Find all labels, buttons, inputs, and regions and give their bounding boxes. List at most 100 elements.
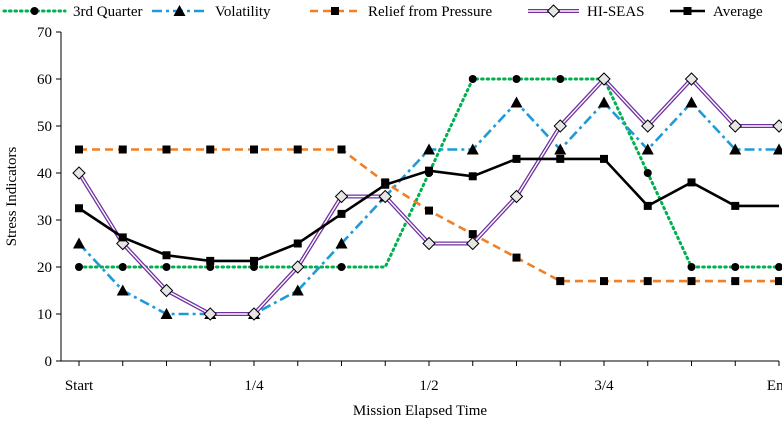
legend-label: Average [713,4,763,20]
data-point [775,263,782,271]
legend-label: 3rd Quarter [73,4,143,20]
data-point [75,204,83,213]
x-tick-label: Start [65,378,94,394]
y-tick-label: 10 [37,307,52,323]
data-point [510,96,523,108]
data-point [775,277,782,286]
data-point [160,308,173,319]
legend-item: Relief from Pressure [310,4,492,20]
data-point [73,237,85,249]
y-axis-title: Stress Indicators [4,147,20,247]
data-point [206,263,215,271]
data-point [556,75,565,83]
legend: 3rd Quarter Volatility Relief from Pressur… [2,4,763,20]
data-point [687,277,696,286]
data-point [337,263,346,271]
data-point [512,75,521,83]
legend-marker [173,5,186,16]
legend-label: Relief from Pressure [368,4,492,20]
data-point [684,72,699,86]
y-tick-label: 70 [37,25,52,41]
data-point [116,284,129,296]
x-tick-label: End [767,378,782,394]
x-tick-label: 1/2 [419,378,438,394]
data-point [466,236,480,251]
data-point [468,230,477,239]
data-point [687,178,696,187]
data-point [773,143,782,155]
y-tick-label: 30 [37,213,52,229]
legend-marker [30,7,39,15]
data-point [553,119,567,133]
data-point [728,119,742,133]
data-point [641,119,655,133]
legend-marker [331,7,339,15]
data-point [641,143,654,155]
data-point [335,237,348,249]
legend-item: Average [670,4,763,20]
legend-marker [546,4,561,18]
data-point [422,236,436,251]
data-point [247,307,261,321]
y-tick-label: 40 [37,166,52,182]
data-point [556,277,565,286]
data-point [291,260,305,274]
legend-label: Volatility [215,4,271,20]
y-tick-label: 0 [45,354,53,370]
data-point [72,166,86,180]
plot-area [72,72,782,321]
data-point [293,239,302,248]
data-point [600,154,608,163]
data-point [643,201,652,210]
axes: 0 10 20 30 40 50 60 70 Start 1/4 1/2 3/4 End Mission … [4,25,782,419]
data-point [334,189,349,204]
data-point [556,154,565,163]
y-tick-label: 50 [37,119,52,135]
x-axis-title: Mission Elapsed Time [353,403,488,419]
data-point [250,256,258,265]
data-point [729,143,742,155]
data-point [509,189,524,204]
data-point [118,263,127,271]
x-tick-label: 1/4 [244,378,264,394]
data-point [250,263,258,271]
data-point [159,283,174,298]
data-point [162,263,171,271]
data-point [162,251,171,260]
data-point [512,154,521,163]
data-point [293,145,302,154]
data-point [466,143,479,155]
x-tick-label: 3/4 [594,378,614,394]
data-point [162,145,171,154]
data-point [643,169,652,177]
legend-item: 3rd Quarter [2,4,143,20]
data-point [337,209,346,218]
data-point [423,143,435,155]
data-point [75,263,83,271]
data-point [291,284,304,296]
data-point [118,145,127,154]
data-point [772,119,782,133]
series-relief-from-pressure [75,145,782,286]
data-point [378,189,392,204]
data-point [250,145,258,154]
data-point [731,263,740,271]
data-point [600,277,608,286]
data-point [206,256,215,265]
data-point [75,145,83,154]
data-point [554,143,567,155]
data-point [731,201,740,210]
data-point [643,277,652,286]
series-line-outer [77,76,779,316]
series-average [75,154,779,265]
data-point [206,145,215,154]
data-point [597,72,611,86]
data-point [598,96,610,108]
series-hi-seas [72,72,782,321]
legend-marker [683,7,692,15]
y-tick-label: 60 [37,72,52,88]
data-point [468,172,477,181]
y-tick-label: 20 [37,260,52,276]
data-point [381,180,390,189]
